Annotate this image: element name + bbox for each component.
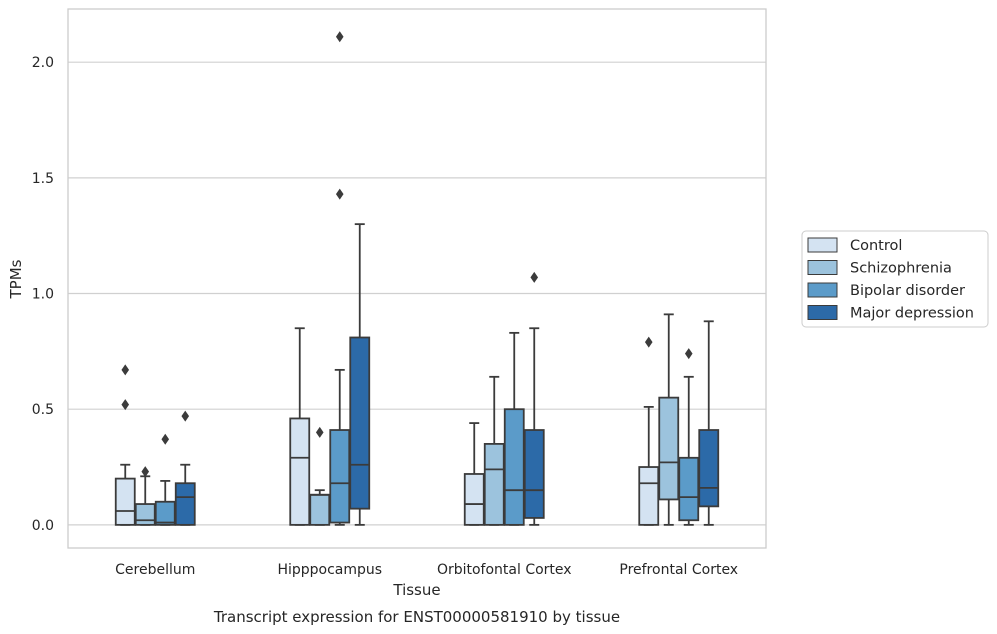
x-tick-label: Orbitofontal Cortex	[437, 562, 572, 578]
box-rect	[349, 336, 371, 510]
outlier-marker	[335, 31, 344, 43]
outlier-marker	[161, 433, 170, 445]
y-tick-label: 2.0	[32, 55, 54, 71]
box	[638, 336, 660, 526]
legend-label: Schizophrenia	[850, 261, 952, 277]
box	[154, 433, 176, 526]
outlier-marker	[121, 364, 130, 376]
box	[329, 31, 351, 526]
series-schizophrenia	[134, 313, 680, 526]
series-control	[114, 327, 660, 526]
chart-caption: Transcript expression for ENST0000058191…	[213, 608, 620, 626]
box-rect	[174, 482, 196, 526]
outlier-marker	[684, 348, 693, 360]
box	[134, 466, 156, 526]
legend-item: Bipolar disorder	[807, 282, 965, 299]
box	[678, 348, 700, 526]
box-rect	[154, 500, 176, 526]
y-tick-label: 1.5	[32, 171, 54, 187]
box-rect	[483, 443, 505, 526]
box-rect	[523, 429, 545, 519]
outlier-marker	[335, 188, 344, 200]
legend-label: Major depression	[850, 306, 974, 322]
box-rect	[678, 456, 700, 522]
outlier-marker	[141, 466, 150, 478]
x-tick-label: Cerebellum	[115, 562, 195, 578]
box	[463, 422, 485, 526]
y-axis-label: TPMs	[7, 259, 25, 299]
box-rect	[329, 429, 351, 524]
y-tick-label: 0.5	[32, 402, 54, 418]
legend: Control Schizophrenia Bipolar disorder Majo…	[801, 230, 989, 328]
y-tick-label: 1.0	[32, 287, 54, 303]
outlier-marker	[121, 399, 130, 411]
legend-swatch	[807, 237, 838, 253]
box	[349, 223, 371, 526]
legend-frame	[801, 230, 989, 328]
legend-swatch	[807, 282, 838, 298]
x-axis-label: Tissue	[392, 581, 440, 599]
x-tick-labels: Cerebellum Hipppocampus Orbitofontal Corte…	[115, 562, 738, 578]
box-series	[114, 31, 720, 526]
plot-frame	[67, 8, 767, 549]
box-rect	[134, 503, 156, 526]
series-major-depression	[174, 223, 720, 526]
box	[698, 320, 720, 526]
box	[483, 375, 505, 526]
box-rect	[309, 493, 331, 526]
box	[523, 271, 545, 526]
legend-label: Control	[850, 238, 902, 254]
box-rect	[503, 408, 525, 526]
box	[174, 410, 196, 526]
box	[503, 331, 525, 526]
box	[309, 426, 331, 526]
y-tick-label: 0.0	[32, 518, 54, 534]
series-bipolar-disorder	[154, 31, 700, 526]
outlier-marker	[530, 271, 539, 283]
box-rect	[658, 396, 680, 501]
x-tick-label: Hipppocampus	[277, 562, 382, 578]
box	[114, 364, 136, 526]
box-rect	[289, 417, 311, 526]
outlier-marker	[315, 426, 324, 438]
outlier-marker	[644, 336, 653, 348]
legend-label: Bipolar disorder	[850, 283, 965, 299]
y-tick-labels: 0.0 0.5 1.0 1.5 2.0	[32, 55, 54, 534]
legend-item: Control	[807, 237, 902, 254]
legend-item: Major depression	[807, 305, 974, 322]
box	[658, 313, 680, 526]
box	[289, 327, 311, 526]
box-rect	[698, 429, 720, 508]
outlier-marker	[181, 410, 190, 422]
box-rect	[638, 466, 660, 526]
legend-swatch	[807, 260, 838, 275]
x-tick-label: Prefrontal Cortex	[619, 562, 738, 578]
legend-swatch	[807, 305, 838, 320]
legend-item: Schizophrenia	[807, 260, 952, 277]
box-rect	[463, 473, 485, 526]
box-rect	[114, 477, 136, 526]
